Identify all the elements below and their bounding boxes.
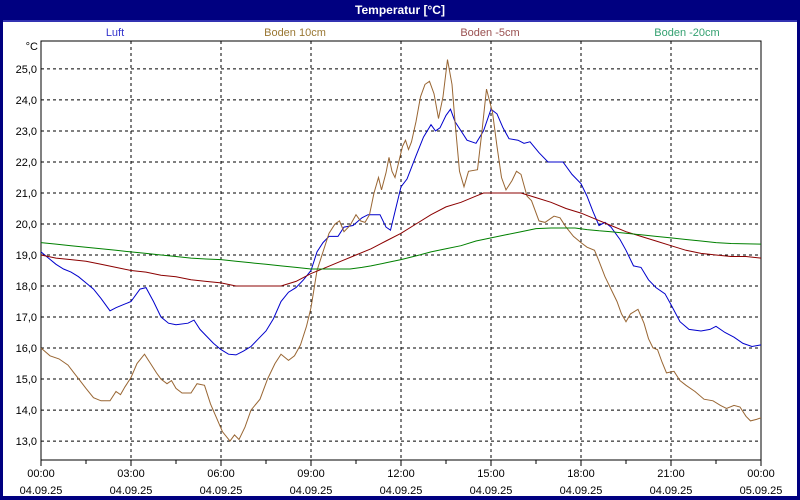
legend-item-boden-5cm: Boden -5cm — [460, 27, 519, 39]
y-tick-label-14: 14,0 — [16, 405, 37, 417]
x-tick-time-9h: 09:00 — [297, 468, 325, 480]
series-line-boden-5cm — [40, 192, 762, 287]
x-tick-date-12h: 04.09.25 — [380, 485, 423, 497]
y-tick-label-15: 15,0 — [16, 374, 37, 386]
window-title: Temperatur [°C] — [355, 3, 445, 17]
y-tick-label-17: 17,0 — [16, 312, 37, 324]
x-tick-time-0h: 00:00 — [27, 468, 55, 480]
x-tick-date-6h: 04.09.25 — [200, 485, 243, 497]
x-tick-date-3h: 04.09.25 — [110, 485, 153, 497]
y-tick-label-16: 16,0 — [16, 343, 37, 355]
x-tick-time-3h: 03:00 — [117, 468, 145, 480]
x-tick-time-6h: 06:00 — [207, 468, 235, 480]
legend-item-boden-20cm: Boden -20cm — [654, 27, 719, 39]
y-tick-label-23: 23,0 — [16, 126, 37, 138]
x-tick-date-15h: 04.09.25 — [470, 485, 513, 497]
series-line-boden-10cm — [40, 59, 762, 442]
y-tick-label-20: 20,0 — [16, 219, 37, 231]
x-tick-time-24h: 00:00 — [747, 468, 775, 480]
y-tick-label-18: 18,0 — [16, 281, 37, 293]
window-frame-bottom — [0, 496, 800, 500]
series-line-boden-20cm — [40, 227, 762, 270]
y-tick-label-19: 19,0 — [16, 250, 37, 262]
x-tick-time-18h: 18:00 — [567, 468, 595, 480]
legend-item-boden-10cm: Boden 10cm — [264, 27, 326, 39]
y-tick-label-21: 21,0 — [16, 188, 37, 200]
y-tick-label-22: 22,0 — [16, 157, 37, 169]
y-tick-label-25: 25,0 — [16, 64, 37, 76]
y-tick-label-13: 13,0 — [16, 436, 37, 448]
legend-item-luft: Luft — [106, 27, 124, 39]
window-frame-right — [797, 0, 800, 500]
x-tick-time-21h: 21:00 — [657, 468, 685, 480]
x-tick-date-0h: 04.09.25 — [20, 485, 63, 497]
window-frame-left — [0, 0, 3, 500]
x-tick-time-12h: 12:00 — [387, 468, 415, 480]
x-tick-date-24h: 05.09.25 — [740, 485, 783, 497]
y-axis-unit: °C — [26, 41, 38, 53]
y-tick-label-24: 24,0 — [16, 95, 37, 107]
x-tick-date-9h: 04.09.25 — [290, 485, 333, 497]
series-line-luft — [40, 108, 762, 356]
x-tick-date-21h: 04.09.25 — [650, 485, 693, 497]
title-bar: Temperatur [°C] — [0, 0, 800, 22]
x-tick-time-15h: 15:00 — [477, 468, 505, 480]
x-tick-date-18h: 04.09.25 — [560, 485, 603, 497]
